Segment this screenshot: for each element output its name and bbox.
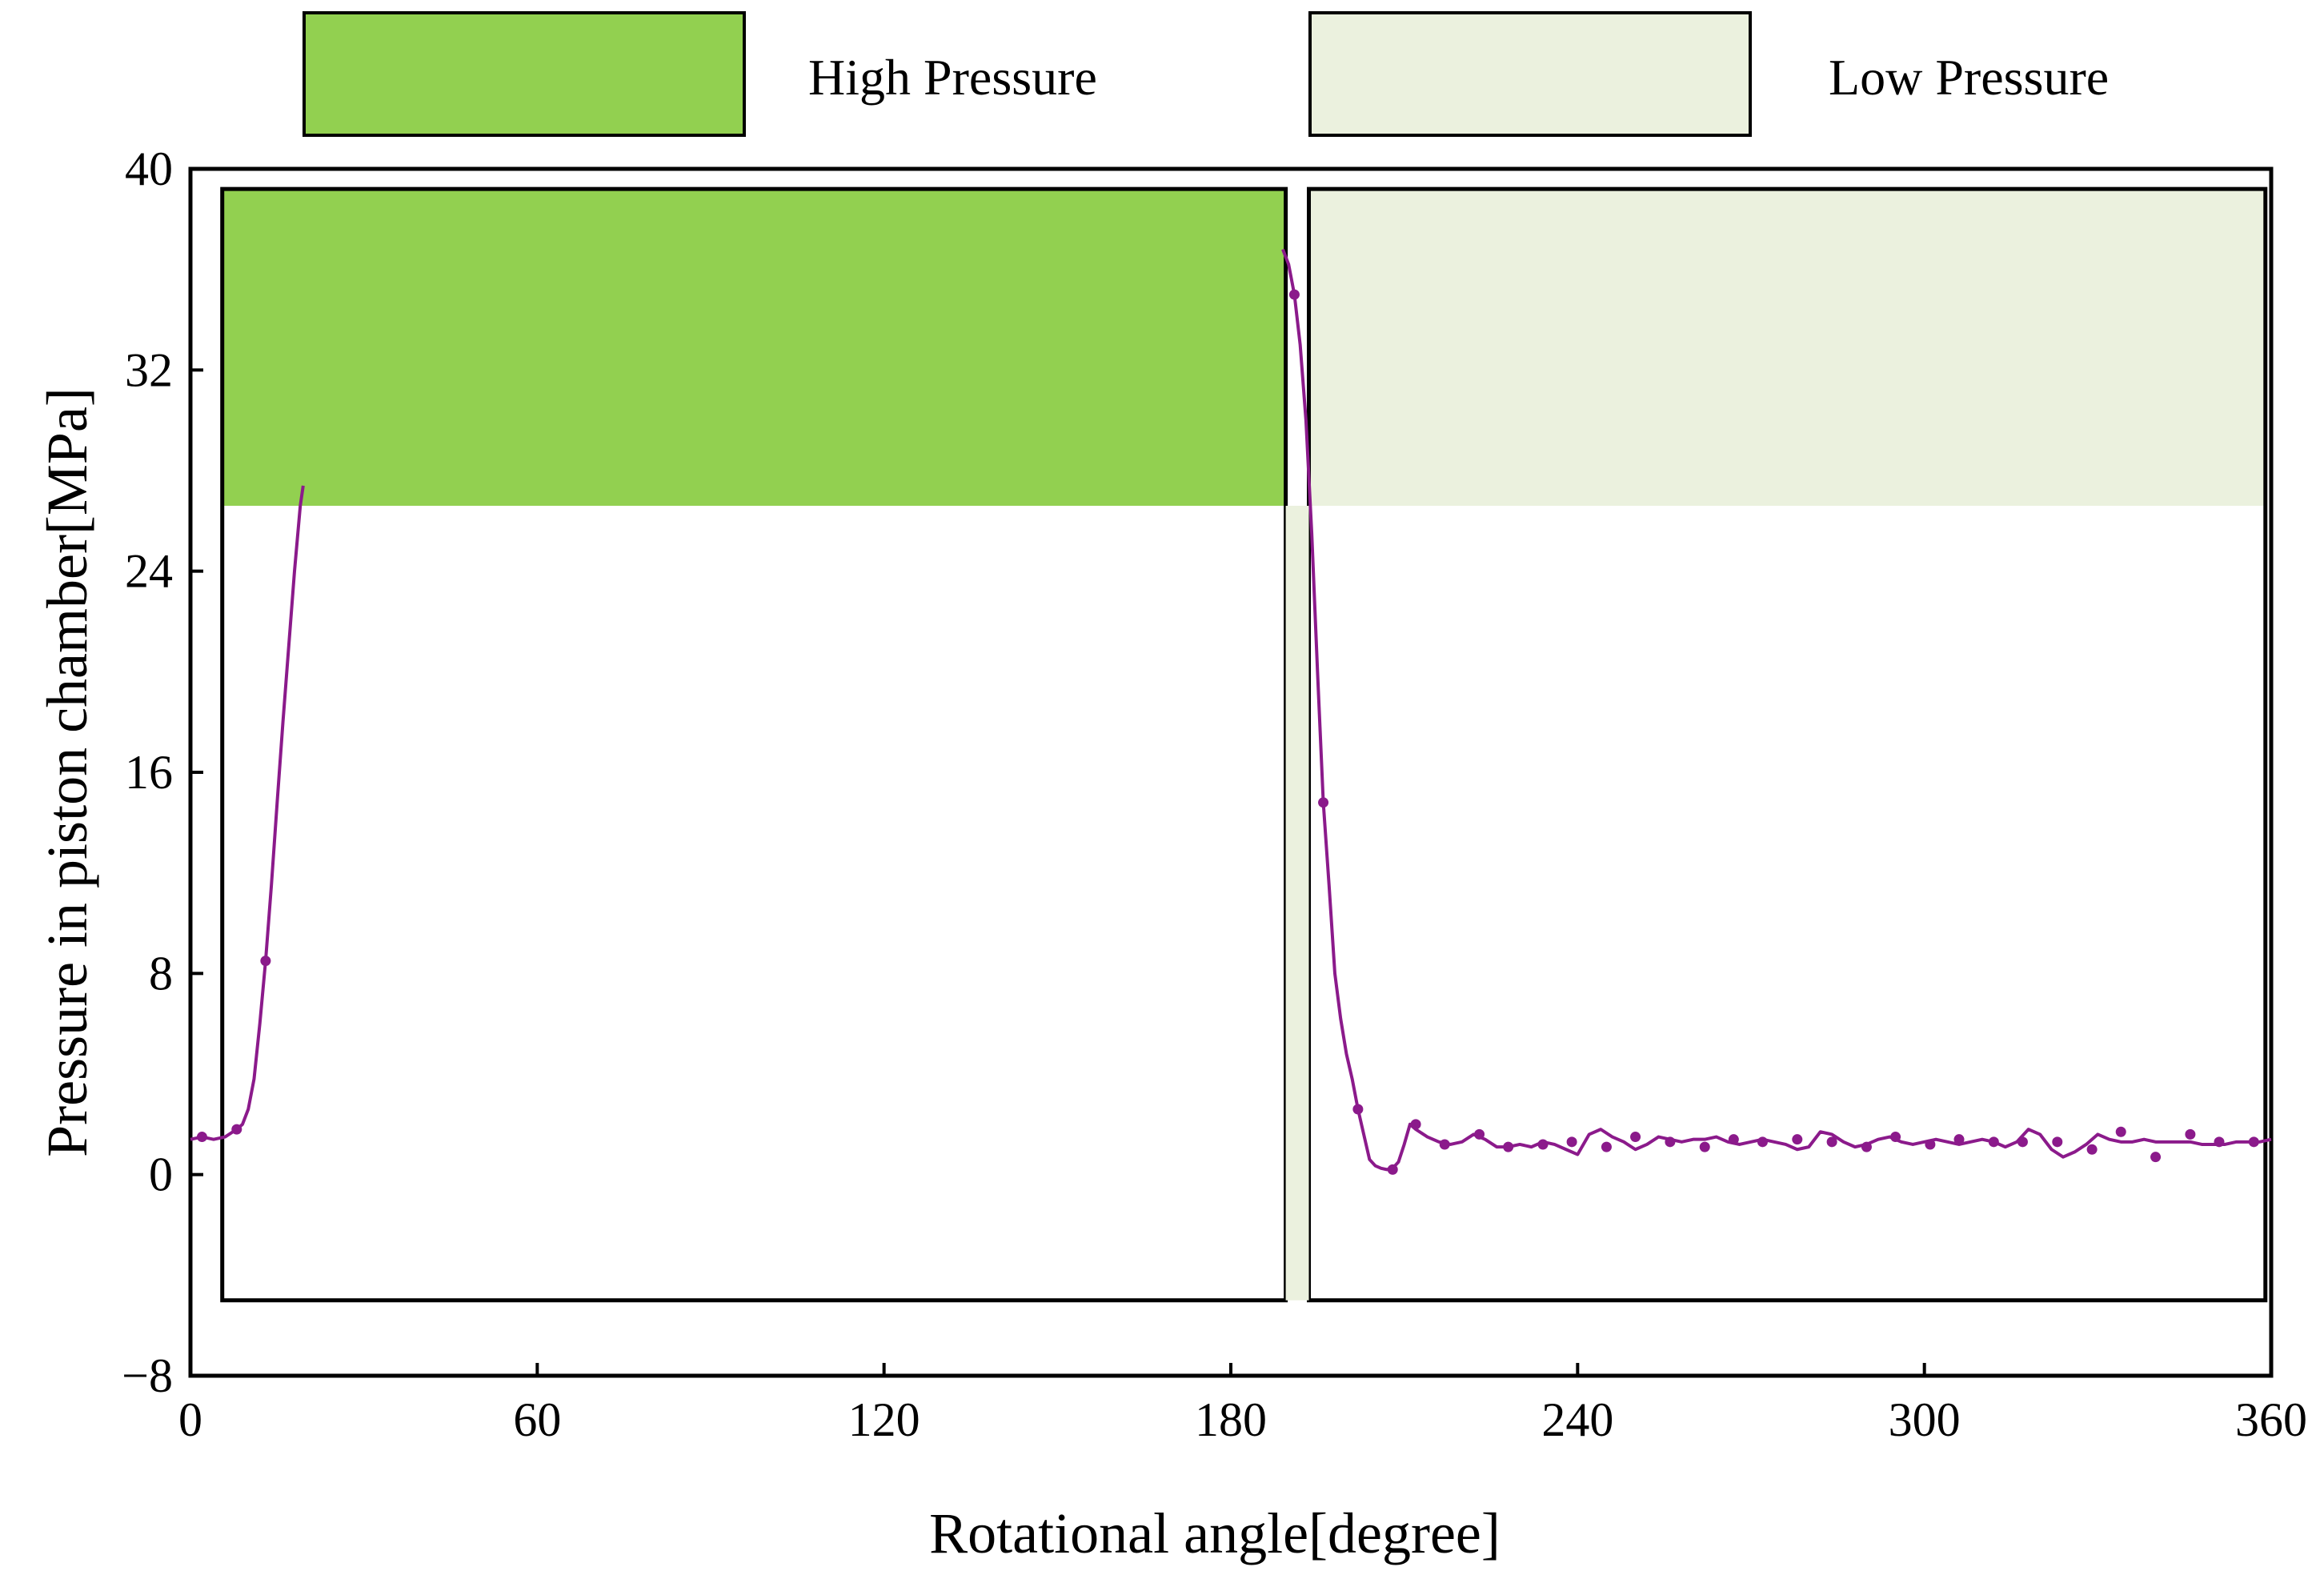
data-point (1826, 1136, 1837, 1148)
data-point (1537, 1139, 1549, 1150)
x-tick-label: 60 (513, 1393, 561, 1446)
region-fill-0 (222, 189, 1286, 506)
y-tick-label: −8 (122, 1349, 173, 1402)
y-tick-label: 40 (125, 142, 173, 195)
data-point (1387, 1164, 1398, 1175)
x-tick-label: 180 (1195, 1393, 1267, 1446)
data-point (1410, 1119, 1421, 1130)
data-point (1318, 797, 1329, 808)
data-point (1474, 1128, 1485, 1140)
pressure-line-rise (190, 485, 305, 1141)
data-point (2214, 1136, 2225, 1148)
y-axis-title: Pressure in piston chamber[MPa] (35, 387, 99, 1157)
x-tick-label: 0 (178, 1393, 202, 1446)
data-point (1953, 1134, 1965, 1145)
data-point (1566, 1136, 1577, 1148)
x-tick-label: 300 (1889, 1393, 1961, 1446)
data-point (1757, 1136, 1768, 1148)
x-tick-label: 120 (848, 1393, 920, 1446)
data-point (1728, 1134, 1739, 1145)
data-point (2115, 1126, 2126, 1137)
data-point (2185, 1128, 2196, 1140)
x-tick-label: 360 (2235, 1393, 2307, 1446)
x-tick-label: 240 (1541, 1393, 1613, 1446)
data-point (1890, 1132, 1901, 1143)
y-tick-label: 24 (125, 545, 173, 598)
y-tick-label: 32 (125, 343, 173, 396)
data-point (196, 1132, 207, 1143)
data-point (2150, 1152, 2162, 1163)
series-group (190, 248, 2272, 1175)
pressure-line-fall (1281, 248, 2272, 1172)
data-point (1601, 1141, 1612, 1152)
legend-swatch-low-pressure (1308, 11, 1752, 137)
legend-label-low-pressure: Low Pressure (1829, 49, 2109, 106)
data-point (1988, 1136, 1999, 1148)
legend-label-high-pressure: High Pressure (808, 49, 1097, 106)
y-axis-ticks: −8 0 8 16 24 32 40 (122, 142, 203, 1402)
data-point (1665, 1136, 1676, 1148)
data-point (260, 956, 271, 967)
data-point (1288, 289, 1300, 300)
x-axis-ticks: 0 60 120 180 240 300 360 (178, 1363, 2307, 1446)
y-tick-label: 8 (149, 947, 173, 1000)
x-axis-title: Rotational angle[degree] (929, 1501, 1501, 1565)
data-point (2248, 1136, 2259, 1148)
data-point (1630, 1132, 1641, 1143)
legend-swatch-high-pressure (303, 11, 746, 137)
y-tick-label: 0 (149, 1148, 173, 1201)
region-fill-1 (1308, 189, 2266, 506)
data-point (1352, 1104, 1364, 1115)
data-point (1861, 1141, 1872, 1152)
data-point (1439, 1139, 1450, 1150)
pressure-regions (220, 186, 2268, 1303)
data-point (1925, 1139, 1936, 1150)
data-point (1792, 1134, 1803, 1145)
data-point (231, 1124, 242, 1135)
region-fill-2 (1285, 505, 1309, 1300)
data-point (1699, 1141, 1710, 1152)
data-point (2017, 1136, 2028, 1148)
data-point (2052, 1136, 2063, 1148)
data-point (1503, 1141, 1514, 1152)
y-tick-label: 16 (125, 746, 173, 799)
legend: High Pressure Low Pressure (303, 11, 2109, 137)
data-point (2086, 1144, 2098, 1155)
